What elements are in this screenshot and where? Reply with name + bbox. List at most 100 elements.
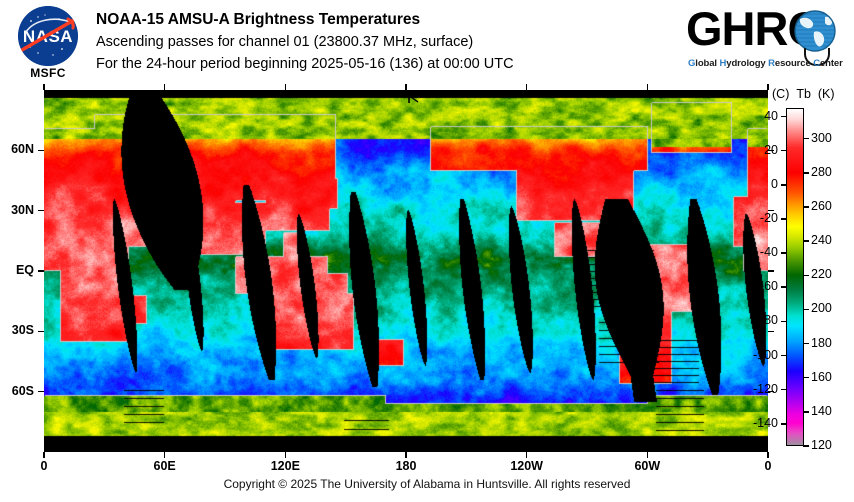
colorbar-label-celsius-7: -100 — [752, 347, 778, 362]
colorbar-tick-celsius — [781, 423, 787, 425]
page-title: NOAA-15 AMSU-A Brightness Temperatures — [96, 11, 421, 28]
ghrc-subtitle-lobal: lobal — [695, 58, 720, 69]
x-axis-label-1: 60E — [153, 459, 176, 473]
page-header: NASA MSFC NOAA-15 AMSU-A Brightness Temp… — [0, 0, 854, 88]
x-axis-label-5: 60W — [634, 459, 661, 473]
x-tick-top — [405, 84, 407, 90]
ghrc-subtitle-esource: esource — [774, 58, 814, 69]
y-tick-left — [38, 270, 44, 272]
colorbar-tick-celsius — [781, 320, 787, 323]
y-tick-right — [768, 149, 774, 152]
page-subtitle: Ascending passes for channel 01 (23800.3… — [96, 34, 474, 50]
y-tick-left — [38, 330, 44, 333]
colorbar-label-kelvin-1: 280 — [811, 164, 832, 179]
nasa-center-label: MSFC — [30, 66, 66, 80]
colorbar-label-celsius-4: -40 — [759, 245, 778, 260]
brightness-temperature-heatmap[interactable] — [44, 90, 768, 452]
y-tick-left — [38, 149, 44, 152]
colorbar-tick-celsius — [781, 252, 787, 254]
y-tick-right — [768, 390, 774, 393]
colorbar-label-kelvin-3: 240 — [811, 233, 832, 248]
nasa-meatball-svg: NASA — [18, 6, 78, 66]
y-tick-left — [38, 390, 44, 393]
colorbar-label-celsius-1: 20 — [764, 142, 778, 157]
colorbar-label-kelvin-2: 260 — [811, 199, 832, 213]
y-axis-label-2: EQ — [15, 263, 34, 277]
y-tick-right — [768, 330, 774, 333]
colorbar-tick-celsius — [781, 388, 787, 391]
x-axis-label-0: 0 — [40, 459, 48, 473]
colorbar-tick-celsius — [781, 218, 787, 220]
colorbar-tick-kelvin — [803, 137, 809, 140]
ghrc-subtitle-c: C — [813, 58, 820, 69]
colorbar-label-celsius-2: 0 — [771, 176, 778, 191]
colorbar-label-celsius-9: -140 — [752, 415, 778, 430]
x-tick-bot — [405, 452, 407, 458]
x-tick-top — [767, 84, 769, 90]
x-tick-bot — [284, 452, 287, 458]
title-block: NOAA-15 AMSU-A Brightness Temperatures A… — [96, 8, 696, 75]
colorbar-header: (C) Tb (K) — [772, 87, 854, 101]
colorbar-tick-celsius — [781, 354, 787, 357]
x-tick-bot — [646, 452, 649, 458]
colorbar-label-kelvin-9: 120 — [811, 438, 832, 452]
y-axis-label-3: 30S — [11, 323, 34, 338]
globe-icon — [794, 10, 836, 52]
ghrc-subtitle-enter: enter — [819, 58, 843, 69]
colorbar-tick-kelvin — [803, 308, 809, 311]
colorbar-label-celsius-8: -120 — [752, 381, 778, 396]
colorbar-tick-kelvin — [803, 342, 809, 345]
colorbar-tick-celsius — [781, 184, 787, 186]
x-tick-top — [43, 84, 45, 90]
colorbar-tick-kelvin — [803, 376, 809, 379]
x-tick-top — [646, 84, 649, 90]
colorbar-tick-kelvin — [803, 274, 809, 277]
colorbar-tick-kelvin — [803, 411, 809, 413]
y-tick-right — [768, 270, 774, 272]
colorbar-label-celsius-0: 40 — [764, 108, 778, 123]
x-axis-label-4: 120W — [510, 459, 543, 473]
nasa-meatball-icon: NASA — [18, 6, 78, 66]
colorbar-label-kelvin-6: 180 — [811, 335, 832, 350]
colorbar-label-celsius-6: -80 — [759, 313, 778, 328]
x-axis-label-2: 120E — [270, 459, 300, 473]
ghrc-subtitle-r: R — [768, 58, 775, 69]
map-plot-area[interactable] — [44, 90, 768, 452]
colorbar-label-kelvin-4: 220 — [811, 267, 832, 282]
colorbar-label-kelvin-5: 200 — [811, 301, 832, 316]
globe-stand-icon — [804, 48, 830, 66]
x-axis-label-3: 180 — [395, 459, 417, 473]
x-tick-top — [163, 84, 166, 90]
colorbar-tick-kelvin — [803, 172, 809, 174]
y-axis-label-4: 60S — [11, 383, 34, 398]
x-tick-top — [284, 84, 287, 90]
colorbar-tick-celsius — [781, 149, 787, 152]
colorbar-quantity: Tb — [796, 87, 811, 101]
page-period: For the 24-hour period beginning 2025-05… — [96, 56, 514, 72]
colorbar-tick-celsius — [781, 286, 787, 288]
colorbar-label-celsius-3: -20 — [759, 210, 778, 225]
x-tick-top — [525, 84, 528, 90]
colorbar-label-kelvin-8: 140 — [811, 403, 832, 418]
colorbar-label-kelvin-0: 300 — [811, 130, 832, 145]
x-tick-bot — [163, 452, 166, 458]
ghrc-subtitle-ydrology: ydrology — [726, 58, 769, 69]
y-tick-right — [768, 209, 774, 212]
ghrc-subtitle-g: G — [688, 58, 696, 69]
copyright-notice: Copyright © 2025 The University of Alaba… — [223, 477, 631, 491]
colorbar-tick-celsius — [781, 115, 787, 118]
colorbar-label-kelvin-7: 160 — [811, 369, 832, 384]
colorbar-gradient — [786, 108, 804, 446]
ghrc-subtitle: Global Hydrology Resource Center — [688, 58, 843, 69]
colorbar[interactable] — [786, 108, 804, 446]
y-axis-label-1: 30N — [11, 202, 34, 217]
colorbar-unit-celsius: (C) — [772, 87, 790, 101]
ghrc-logo: GHRC Glo — [686, 4, 843, 80]
x-tick-bot — [43, 452, 45, 458]
colorbar-unit-kelvin: (K) — [817, 87, 835, 101]
x-tick-bot — [525, 452, 528, 458]
y-axis-label-0: 60N — [11, 142, 34, 157]
nasa-logo: NASA MSFC — [10, 4, 86, 84]
colorbar-label-celsius-5: -60 — [759, 279, 778, 294]
ghrc-subtitle-h: H — [719, 58, 727, 69]
